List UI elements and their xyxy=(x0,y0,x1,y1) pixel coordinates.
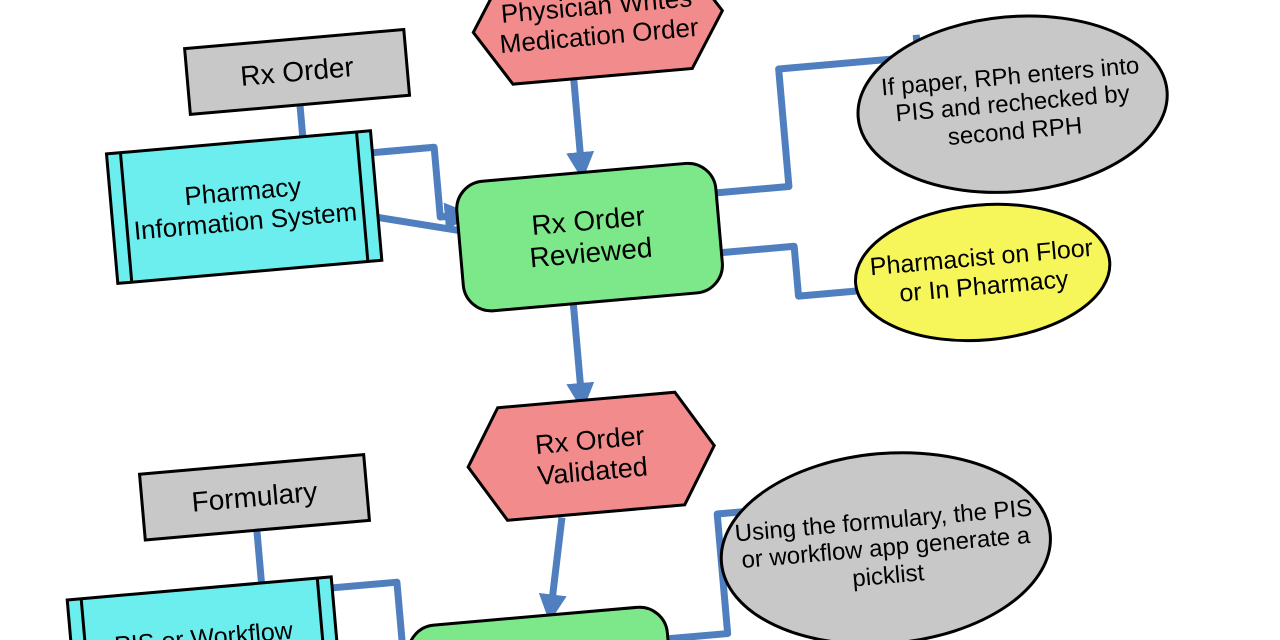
node-ellipse_pharm: Pharmacist on Floor or In Pharmacy xyxy=(850,194,1116,351)
edge-formulary-order_items xyxy=(257,530,417,640)
node-pis: Pharmacy Information System xyxy=(106,131,381,284)
node-label-formulary: Formulary xyxy=(140,455,370,540)
node-physician: Physician Writes Medication Order xyxy=(469,0,728,87)
node-label-rx_order: Rx Order xyxy=(185,29,410,114)
node-order_items: Order Items Picked xyxy=(406,605,676,640)
edge-reviewed-validated xyxy=(573,304,581,399)
node-label-physician: Physician Writes Medication Order xyxy=(469,0,728,87)
node-label-ellipse_paper: If paper, RPh enters into PIS and rechec… xyxy=(851,4,1175,205)
edge-order_items-ellipse_form xyxy=(668,509,777,639)
edge-physician-reviewed xyxy=(574,79,582,168)
node-ellipse_paper: If paper, RPh enters into PIS and rechec… xyxy=(851,4,1175,205)
node-label-pis: Pharmacy Information System xyxy=(106,131,381,284)
node-validated: Rx Order Validated xyxy=(463,389,719,523)
edge-reviewed-ellipse_pharm xyxy=(721,246,868,296)
node-label-reviewed: Rx Order Reviewed xyxy=(454,161,724,313)
node-label-validated: Rx Order Validated xyxy=(463,389,719,523)
node-formulary: Formulary xyxy=(140,455,370,540)
node-label-order_items: Order Items Picked xyxy=(406,605,676,640)
flowchart-canvas: Physician Writes Medication Order Rx Orde… xyxy=(0,0,1280,640)
node-ellipse_form: Using the formulary, the PIS or workflow… xyxy=(713,439,1058,640)
edge-pis-reviewed xyxy=(378,217,458,230)
edge-rx_order-reviewed xyxy=(300,105,460,217)
node-label-ellipse_pharm: Pharmacist on Floor or In Pharmacy xyxy=(850,194,1116,351)
node-label-pis_workflow: PIS or Workflow Automation xyxy=(67,577,342,640)
node-pis_workflow: PIS or Workflow Automation xyxy=(67,577,342,640)
node-label-ellipse_form: Using the formulary, the PIS or workflow… xyxy=(713,439,1058,640)
edge-validated-order_items xyxy=(551,518,562,610)
node-reviewed: Rx Order Reviewed xyxy=(454,161,724,313)
node-rx_order: Rx Order xyxy=(185,29,410,114)
connector-layer: Physician Writes Medication Order Rx Orde… xyxy=(0,0,1280,640)
edge-reviewed-ellipse_paper xyxy=(716,35,918,193)
